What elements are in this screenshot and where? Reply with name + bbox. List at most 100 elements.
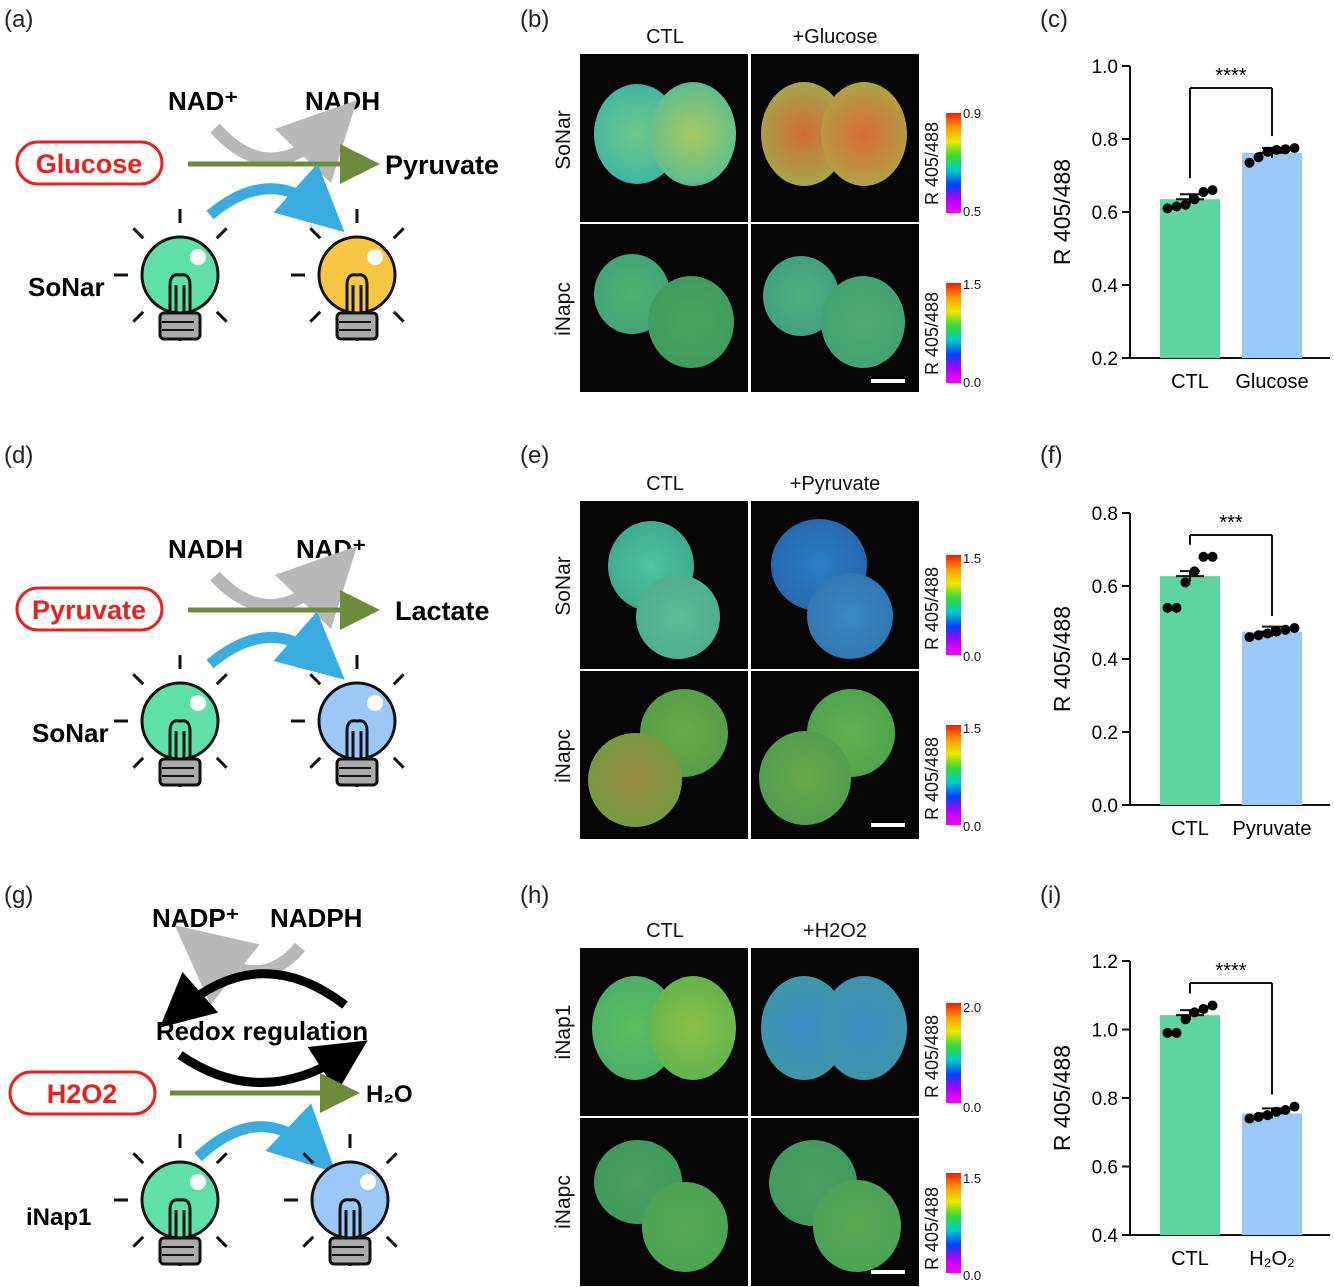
y-tick-label: 1.0 [1092,1021,1118,1042]
panel-label-a: (a) [4,6,34,33]
colorbar-label: R 405/488 [922,121,942,205]
bulb-icon-blue [291,655,405,787]
x-tick-label: Pyruvate [1233,818,1312,840]
data-point [1244,157,1255,168]
black-upper-arrow [159,969,348,1028]
col-title-ctl: CTL [646,473,684,495]
bulb-filament [168,719,192,759]
y-tick-label: 0.8 [1092,1089,1118,1110]
micrograph [580,224,748,392]
cofactor-left: NADP⁺ [152,903,239,933]
bulb-icon-yellow [291,209,405,341]
data-point [1180,577,1191,588]
bar [1160,576,1220,805]
data-point [1171,201,1182,212]
bulb-highlight [367,249,383,265]
blue-arc-arrow [206,611,345,680]
cofactor-right: NAD⁺ [296,534,366,564]
ray [392,310,405,323]
colorbar [946,1003,961,1103]
colorbar-min: 0.5 [963,204,982,219]
bulb-base [335,757,379,787]
scheme-g: NADP⁺ NADPH Redox regulation H2O2 H₂O iN… [8,903,413,1266]
colorbar-label: R 405/488 [922,291,942,375]
bulb-highlight [190,249,206,265]
col-title-ctl: CTL [646,26,684,48]
cofactor-left: NADH [168,534,243,564]
product-text: H₂O [366,1081,413,1108]
bulb-icon-green [114,655,228,787]
panel-label-h: (h) [520,882,550,909]
micrograph [751,54,919,222]
significance-label: **** [1215,65,1246,87]
gray-arc-arrow [174,925,305,1005]
sensor-label: SoNar [32,718,109,748]
micrograph [580,948,748,1116]
row-label: iNapc [552,729,575,783]
micrograph [580,1118,748,1286]
data-point [1253,152,1264,163]
cofactor-right: NADPH [270,903,362,933]
data-point [1280,1104,1291,1115]
ray [132,673,145,686]
data-point [1180,199,1191,210]
x-tick-label: CTL [1171,818,1209,840]
colorbar [946,283,961,383]
micrograph [580,501,748,669]
ray [132,227,145,240]
data-point [1289,1101,1300,1112]
colorbar [946,555,961,655]
ray [392,756,405,769]
bulb-filament [168,1198,192,1238]
ray [132,310,145,323]
data-point [1253,1111,1264,1122]
bulb-icon-green [114,209,228,341]
bar [1242,152,1302,358]
bulb-icon-green [114,1134,228,1266]
ray [132,1152,145,1165]
bar-chart-pyruvate: 0.0 0.2 0.4 0.6 0.8 R 405/488 CTL Pyruvate *** [1049,504,1330,840]
colorbar [946,1173,961,1273]
ray [215,227,228,240]
ray [132,756,145,769]
micrograph [751,224,919,392]
bulb-base [158,1236,202,1266]
bulb-base [158,757,202,787]
black-lower-arrow [177,1040,368,1093]
bar [1242,1113,1302,1235]
y-tick-label: 0.8 [1092,130,1118,151]
bulb-filament [338,1198,362,1238]
colorbar [946,725,961,825]
data-point [1262,628,1273,639]
y-tick-label: 0.4 [1092,1226,1119,1247]
y-tick-label: 0.2 [1092,723,1118,744]
cofactor-right: NADH [305,86,380,116]
ray [215,310,228,323]
substrate-box [8,1070,157,1116]
scale-bar [871,379,905,383]
y-tick-label: 0.4 [1092,650,1119,671]
product-text: Pyruvate [385,150,499,180]
micrograph [751,501,919,669]
data-point [1171,602,1182,613]
bar-chart-glucose: 0.2 0.4 0.6 0.8 1.0 R 405/488 CTL Glucose **** [1049,57,1330,393]
micrograph [751,671,919,839]
substrate-text: Glucose [36,149,143,179]
y-tick-label: 0.6 [1092,203,1118,224]
ray [309,310,322,323]
gray-arc-arrow [210,545,358,630]
data-point [1262,146,1273,157]
ray [309,227,322,240]
col-title-treat: +Pyruvate [789,473,881,495]
data-point [1262,1110,1273,1121]
data-point [1289,622,1300,633]
data-point [1189,566,1200,577]
data-point [1171,1027,1182,1038]
middle-text: Redox regulation [156,1016,368,1046]
data-point [1289,143,1300,154]
row-label: iNapc [552,282,575,336]
ray [215,756,228,769]
product-text: Lactate [395,596,490,626]
y-tick-label: 0.4 [1092,276,1119,297]
data-point [1271,144,1282,155]
